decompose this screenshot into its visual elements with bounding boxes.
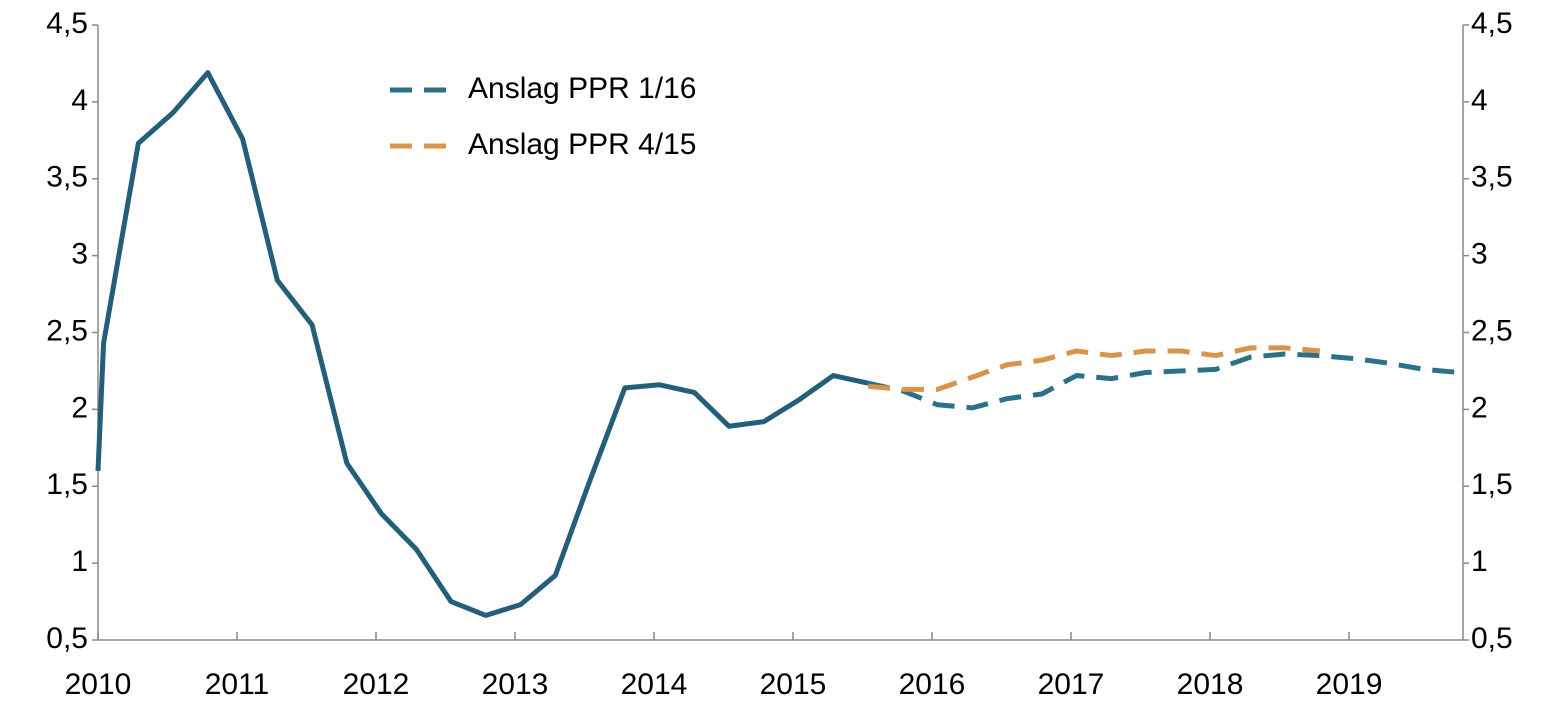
y2-tick-label: 2 xyxy=(1471,391,1488,424)
y-tick-label: 3 xyxy=(71,238,88,271)
x-tick-label: 2019 xyxy=(1316,668,1383,701)
y2-tick-label: 4,5 xyxy=(1471,7,1513,40)
y2-tick-label: 0,5 xyxy=(1471,622,1513,655)
y-tick-label: 0,5 xyxy=(46,622,88,655)
y2-tick-label: 3 xyxy=(1471,238,1488,271)
x-tick-label: 2018 xyxy=(1177,668,1244,701)
x-tick-label: 2017 xyxy=(1038,668,1105,701)
x-tick-label: 2013 xyxy=(482,668,549,701)
x-tick-label: 2015 xyxy=(760,668,827,701)
y-tick-label: 2 xyxy=(71,391,88,424)
y-tick-label: 3,5 xyxy=(46,161,88,194)
x-tick-label: 2011 xyxy=(205,668,270,701)
y-tick-label: 1,5 xyxy=(46,468,88,501)
x-tick-label: 2012 xyxy=(343,668,410,701)
y2-tick-label: 1,5 xyxy=(1471,468,1513,501)
y-tick-label: 4 xyxy=(71,84,88,117)
line-series xyxy=(867,345,1321,392)
y2-tick-label: 4 xyxy=(1471,84,1488,117)
x-tick-label: 2010 xyxy=(65,668,132,701)
x-tick-label: 2016 xyxy=(899,668,966,701)
line-series xyxy=(867,351,1460,411)
legend-label: Anslag PPR 1/16 xyxy=(468,72,696,105)
y2-tick-label: 2,5 xyxy=(1471,314,1513,347)
x-tick-label: 2014 xyxy=(621,668,688,701)
y-tick-label: 1 xyxy=(71,545,88,578)
legend-label: Anslag PPR 4/15 xyxy=(468,128,696,161)
line-series xyxy=(95,70,869,618)
y-tick-label: 4,5 xyxy=(46,7,88,40)
y-tick-label: 2,5 xyxy=(46,314,88,347)
y2-tick-label: 1 xyxy=(1471,545,1488,578)
y2-tick-label: 3,5 xyxy=(1471,161,1513,194)
